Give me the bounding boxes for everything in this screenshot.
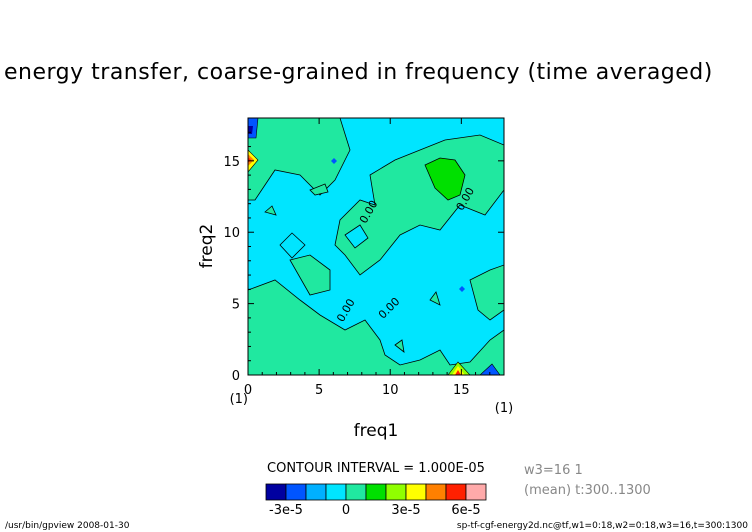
colorbar-swatch — [305, 483, 327, 501]
footer-right: sp-tf-cgf-energy2d.nc@tf,w1=0:18,w2=0:18… — [457, 521, 748, 531]
contour-region — [309, 183, 329, 196]
y-axis: 0 5 10 15 — [223, 117, 504, 384]
contour-region — [289, 254, 331, 296]
colorbar-swatch — [325, 483, 347, 501]
x-tick-label: 15 — [453, 383, 470, 398]
chart-title: energy transfer, coarse-grained in frequ… — [4, 60, 713, 85]
y-axis-label: freq2 — [197, 224, 217, 269]
colorbar-swatch — [365, 483, 387, 501]
contour-region — [459, 286, 465, 292]
contour-region — [394, 339, 405, 353]
annotation-mean: (mean) t:300..1300 — [524, 483, 651, 498]
colorbar-swatch — [345, 483, 367, 501]
x-tick-label: 5 — [315, 383, 323, 398]
contour-region — [429, 291, 441, 306]
x-axis: 0 5 10 15 — [244, 118, 505, 398]
y-unit-label: (1) — [495, 401, 513, 416]
contour-region — [331, 158, 337, 164]
contour-region — [279, 232, 306, 259]
colorbar-ticks: -3e-5 0 3e-5 6e-5 — [269, 503, 481, 518]
colorbar-swatch — [285, 483, 307, 501]
contour-region — [248, 157, 251, 163]
colorbar-tick-label: 0 — [342, 503, 350, 518]
x-unit-label: (1) — [230, 392, 248, 407]
annotation-w3: w3=16 1 — [524, 463, 583, 478]
colorbar-swatch — [445, 483, 467, 501]
y-tick-label: 0 — [232, 369, 240, 384]
colorbar-swatch — [385, 483, 407, 501]
colorbar-swatch — [265, 483, 287, 501]
contour-interval-text: CONTOUR INTERVAL = 1.000E-05 — [267, 461, 485, 476]
contour-region — [248, 279, 504, 375]
contour-region — [264, 205, 277, 216]
x-axis-label: freq1 — [354, 421, 399, 441]
contour-region — [424, 157, 466, 201]
colorbar-swatch — [425, 483, 447, 501]
x-tick-label: 10 — [382, 383, 399, 398]
colorbar-tick-label: 3e-5 — [391, 503, 420, 518]
contour-region — [248, 118, 351, 201]
contour-region — [469, 264, 504, 321]
colorbar-tick-label: 6e-5 — [451, 503, 480, 518]
footer-left: /usr/bin/gpview 2008-01-30 — [5, 521, 130, 531]
y-tick-label: 15 — [223, 155, 240, 170]
x-tick-label: 0 — [244, 383, 252, 398]
y-tick-label: 10 — [223, 226, 240, 241]
colorbar — [265, 483, 487, 501]
colorbar-tick-label: -3e-5 — [269, 503, 303, 518]
contour-region — [455, 370, 461, 375]
colorbar-swatch — [405, 483, 427, 501]
contour-region — [344, 224, 369, 249]
y-tick-label: 5 — [232, 298, 240, 313]
contour-region — [479, 363, 501, 375]
colorbar-swatch — [465, 483, 487, 501]
